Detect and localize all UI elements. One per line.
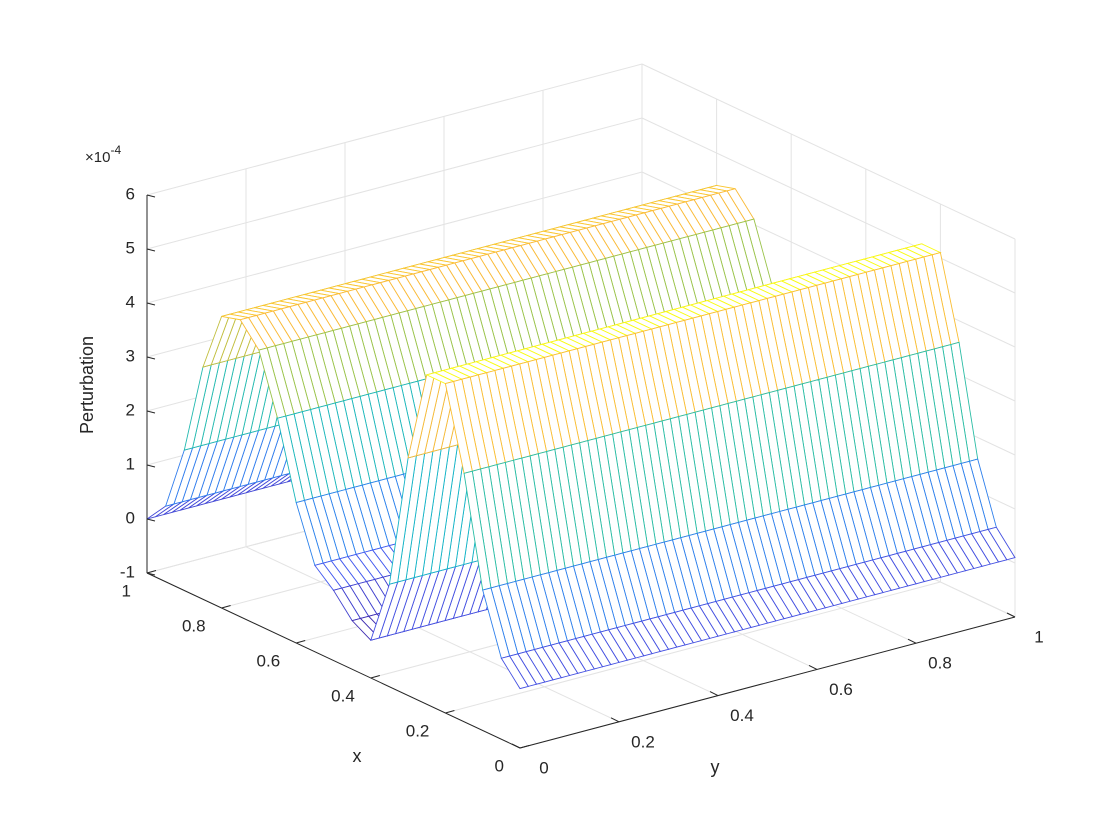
tick-mark [1006,612,1016,618]
y-tick-label: 0.8 [928,654,952,673]
z-tick-label: 3 [126,346,135,365]
tick-mark [146,570,157,574]
z-tick-label: 5 [126,238,135,257]
tick-mark [146,572,156,576]
tick-mark [146,248,156,252]
tick-mark [808,664,818,670]
tick-mark [146,410,156,414]
z-tick-label: -1 [120,562,135,581]
tick-mark [907,638,917,644]
x-tick-label: 1 [122,581,131,600]
exponent-base: ×10 [85,149,110,166]
tick-mark [146,302,156,306]
grid-line [641,63,1016,240]
y-tick-label: 1 [1034,627,1043,646]
x-tick-label: 0.4 [331,686,355,705]
tick-mark [221,605,231,609]
tick-mark [146,518,156,522]
y-tick-label: 0 [539,758,548,777]
grid-line [146,117,643,250]
tick-mark [519,745,530,749]
y-tick-label: 0.6 [829,680,853,699]
y-tick-label: 0.2 [631,732,655,751]
z-tick-label: 2 [126,400,135,419]
z-tick-label: 6 [126,184,135,203]
z-axis-label: Perturbation [77,336,97,434]
tick-mark [296,640,306,644]
mesh-cell [500,655,529,690]
z-tick-label: 4 [126,292,135,311]
surface [146,184,1016,690]
x-tick-label: 0 [495,756,504,775]
tick-mark [146,194,156,198]
tick-mark [445,710,455,714]
axis-line [146,572,521,749]
exponent-power: -4 [110,143,121,157]
tick-mark [511,743,521,749]
x-axis-label: x [353,746,362,766]
grid-line [445,581,941,714]
z-tick-label: 0 [126,508,135,527]
grid-line [146,171,643,304]
y-axis-label: y [711,757,720,777]
x-tick-label: 0.8 [182,616,206,635]
x-tick-label: 0.6 [257,651,281,670]
exponent-label: ×10-4 [85,143,121,166]
tick-mark [370,675,380,679]
grid-line [146,63,643,196]
y-tick-label: 0.4 [730,706,754,725]
axis-line [519,616,1016,749]
z-tick-label: 1 [126,454,135,473]
grid-line [245,546,620,723]
tick-mark [709,691,719,697]
tick-mark [610,717,620,723]
axes: -1 0 1 2 3 4 5 6 0 0.2 0.4 0.6 0.8 1 0 0.2 0.4 0.6 0.8 1 [120,184,1044,777]
tick-mark [146,356,156,360]
x-tick-label: 0.2 [406,721,430,740]
grid-line [641,117,1016,294]
tick-mark [146,464,156,468]
